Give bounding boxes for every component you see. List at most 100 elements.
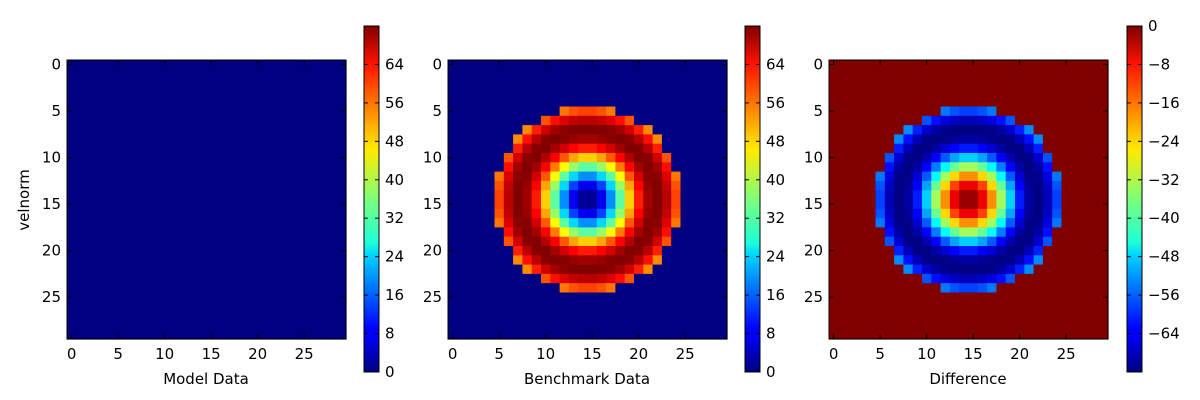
heatmap-cell (661, 162, 672, 173)
heatmap-cell (578, 87, 589, 98)
heatmap-cell (178, 162, 189, 173)
heatmap-cell (894, 301, 904, 312)
heatmap-cell (448, 301, 458, 312)
heatmap-cell (903, 236, 914, 247)
heatmap-cell (94, 60, 105, 70)
heatmap-cell (104, 236, 115, 247)
heatmap-cell (206, 292, 217, 303)
heatmap-cell (634, 190, 644, 201)
heatmap-cell (169, 255, 180, 266)
heatmap-cell (559, 153, 570, 163)
heatmap-cell (85, 218, 96, 228)
heatmap-cell (234, 115, 245, 126)
heatmap-cell (1015, 125, 1025, 135)
heatmap-cell (513, 246, 523, 256)
heatmap-cell (996, 162, 1007, 173)
heatmap-cell (262, 264, 273, 275)
heatmap-cell (67, 78, 77, 89)
heatmap-cell (122, 208, 133, 219)
heatmap-cell (550, 134, 561, 145)
heatmap-cell (253, 273, 263, 284)
heatmap-cell (327, 125, 338, 135)
heatmap-cell (968, 125, 979, 135)
heatmap-cell (959, 115, 970, 126)
heatmap-cell (1042, 69, 1053, 80)
y-tick-label: 5 (51, 102, 61, 120)
heatmap-cell (615, 87, 626, 98)
heatmap-cell (197, 78, 208, 89)
heatmap-cell (606, 218, 616, 228)
heatmap-cell (1015, 199, 1025, 210)
heatmap-cell (634, 301, 644, 312)
heatmap-cell (225, 69, 235, 80)
heatmap-cell (160, 255, 170, 266)
heatmap-cell (596, 171, 607, 182)
heatmap-cell (996, 292, 1007, 303)
heatmap-cell (717, 180, 728, 191)
heatmap-cell (475, 227, 486, 238)
heatmap-cell (652, 69, 663, 80)
heatmap-cell (1005, 115, 1016, 126)
heatmap-cell (187, 97, 198, 108)
heatmap-cell (160, 106, 170, 117)
heatmap-cell (550, 246, 561, 256)
heatmap-cell (931, 153, 942, 163)
heatmap-cell (949, 218, 960, 228)
heatmap-cell (689, 264, 700, 275)
heatmap-cell (448, 255, 458, 266)
heatmap-cell (559, 255, 570, 266)
heatmap-cell (875, 190, 886, 201)
heatmap-cell (959, 301, 970, 312)
heatmap-cell (475, 301, 486, 312)
heatmap-cell (643, 236, 654, 247)
heatmap-cell (485, 292, 496, 303)
heatmap-cell (494, 106, 505, 117)
heatmap-cell (1089, 143, 1100, 154)
heatmap-cell (336, 143, 347, 154)
heatmap-cell (1042, 60, 1053, 70)
heatmap-cell (206, 301, 217, 312)
heatmap-cell (949, 255, 960, 266)
heatmap-cell (225, 218, 235, 228)
heatmap-cell (253, 227, 263, 238)
heatmap-cell (1024, 78, 1035, 89)
heatmap-cell (280, 255, 291, 266)
heatmap-cell (280, 283, 291, 294)
heatmap-cell (531, 320, 542, 331)
heatmap-cell (875, 283, 886, 294)
heatmap-cell (903, 78, 914, 89)
heatmap-cell (132, 162, 142, 173)
heatmap-cell (308, 190, 319, 201)
heatmap-cell (197, 97, 208, 108)
heatmap-cell (150, 218, 161, 228)
heatmap-cell (996, 283, 1007, 294)
heatmap-cell (150, 246, 161, 256)
heatmap-cell (1024, 236, 1035, 247)
heatmap-cell (875, 255, 886, 266)
heatmap-cell (699, 171, 709, 182)
heatmap-cell (1005, 218, 1016, 228)
heatmap-cell (987, 246, 997, 256)
heatmap-cell (559, 115, 570, 126)
heatmap-cell (1080, 106, 1090, 117)
heatmap-cell (875, 273, 886, 284)
heatmap-cell (522, 246, 533, 256)
heatmap-cell (587, 208, 598, 219)
heatmap-cell (225, 143, 235, 154)
heatmap-cell (253, 115, 263, 126)
heatmap-cell (141, 180, 152, 191)
heatmap-cell (987, 134, 997, 145)
heatmap-cell (225, 199, 235, 210)
heatmap-cell (503, 255, 514, 266)
heatmap-cell (578, 125, 589, 135)
heatmap-cell (234, 162, 245, 173)
heatmap-cell (996, 311, 1007, 321)
heatmap-cell (531, 208, 542, 219)
heatmap-cell (457, 246, 468, 256)
heatmap-cell (1015, 180, 1025, 191)
heatmap-cell (475, 106, 486, 117)
heatmap-cell (206, 320, 217, 331)
heatmap-cell (1070, 162, 1081, 173)
heatmap-cell (215, 87, 226, 98)
heatmap-cell (336, 125, 347, 135)
